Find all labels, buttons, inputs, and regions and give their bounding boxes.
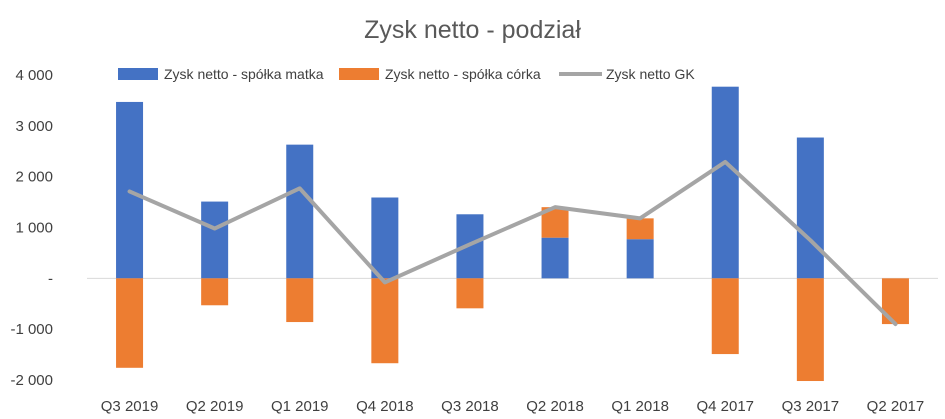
bar-parent — [201, 201, 229, 279]
y-tick-label: -2 000 — [10, 372, 53, 389]
legend-swatch — [118, 68, 158, 80]
x-tick-label: Q4 2018 — [356, 398, 414, 415]
bar-parent — [796, 137, 824, 279]
y-axis: 4 000 3 000 2 000 1 000 - -1 000 -2 000 — [10, 67, 53, 389]
y-tick-label: - — [48, 270, 53, 287]
bar-subsidiary — [201, 278, 229, 306]
legend: Zysk netto - spółka matka Zysk netto - sp… — [118, 66, 695, 82]
legend-label: Zysk netto - spółka matka — [164, 66, 324, 82]
legend-swatch — [339, 68, 379, 80]
y-tick-label: 4 000 — [15, 67, 53, 84]
x-tick-label: Q2 2017 — [867, 398, 925, 415]
y-tick-label: -1 000 — [10, 321, 53, 338]
x-tick-label: Q2 2019 — [186, 398, 244, 415]
bar-parent — [626, 239, 654, 279]
chart-title: Zysk netto - podział — [364, 16, 581, 44]
bar-parent — [711, 86, 739, 279]
legend-label: Zysk netto GK — [606, 66, 695, 82]
bar-subsidiary — [456, 278, 484, 309]
line-series — [127, 159, 898, 327]
x-tick-label: Q1 2019 — [271, 398, 329, 415]
legend-label: Zysk netto - spółka córka — [385, 66, 541, 82]
x-axis: Q3 2019 Q2 2019 Q1 2019 Q4 2018 Q3 2018 Q2 20… — [101, 398, 924, 415]
y-tick-label: 2 000 — [15, 169, 53, 186]
bar-parent — [541, 237, 569, 279]
bars — [116, 86, 909, 382]
x-tick-label: Q1 2018 — [611, 398, 669, 415]
x-tick-label: Q3 2019 — [101, 398, 159, 415]
bar-parent — [371, 197, 399, 279]
y-tick-label: 3 000 — [15, 118, 53, 135]
bar-subsidiary — [286, 278, 314, 323]
y-tick-label: 1 000 — [15, 220, 53, 237]
x-tick-label: Q2 2018 — [526, 398, 584, 415]
bar-subsidiary — [711, 278, 739, 355]
x-tick-label: Q4 2017 — [696, 398, 754, 415]
bar-subsidiary — [796, 278, 824, 382]
bar-subsidiary — [626, 218, 654, 240]
bar-subsidiary — [116, 278, 144, 368]
bar-parent — [286, 144, 314, 279]
line-zysk-gk — [127, 159, 898, 327]
x-tick-label: Q3 2018 — [441, 398, 499, 415]
x-tick-label: Q3 2017 — [782, 398, 840, 415]
bar-subsidiary — [371, 278, 399, 364]
